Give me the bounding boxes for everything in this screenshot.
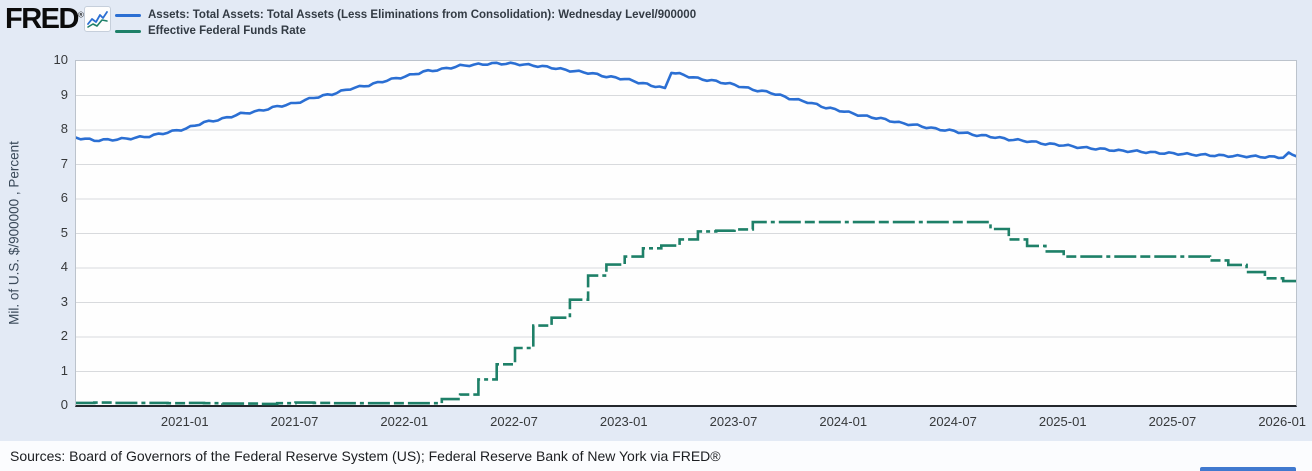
y-tick-label: 10 (53, 52, 68, 67)
plot-area[interactable] (75, 60, 1297, 407)
x-tick-label: 2021-01 (160, 414, 209, 429)
x-tick-label: 2024-01 (819, 414, 868, 429)
sources-text: Sources: Board of Governors of the Feder… (10, 448, 721, 464)
effr-line-series[interactable] (76, 220, 1296, 406)
x-tick-label: 2025-01 (1038, 414, 1087, 429)
partially-visible-corner-button[interactable] (1200, 467, 1296, 471)
x-tick-label: 2026-01 (1258, 414, 1307, 429)
x-tick-label: 2023-01 (599, 414, 648, 429)
effr-series-swatch-icon (115, 29, 141, 33)
x-tick-label: 2022-07 (490, 414, 538, 429)
x-tick-label: 2023-07 (709, 414, 758, 429)
registered-mark: ® (77, 10, 84, 20)
mini-line-chart-icon (84, 6, 111, 32)
x-tick-label: 2025-07 (1148, 414, 1197, 429)
y-tick-label: 1 (60, 362, 68, 378)
y-tick-label: 7 (60, 155, 68, 171)
y-tick-label: 2 (60, 328, 68, 343)
chart-svg (76, 61, 1296, 406)
y-tick-label: 6 (60, 190, 68, 205)
assets-line-series[interactable] (76, 61, 1296, 160)
y-tick-label: 8 (60, 121, 68, 136)
fred-logo[interactable]: FRED® (5, 3, 84, 35)
x-tick-label: 2024-07 (929, 414, 977, 429)
legend-label-assets: Assets: Total Assets: Total Assets (Less… (148, 9, 697, 21)
legend-item-assets: Assets: Total Assets: Total Assets (Less… (115, 7, 696, 23)
legend-item-effr: Effective Federal Funds Rate (115, 23, 696, 39)
assets-series-swatch-icon (115, 13, 141, 17)
footer: Sources: Board of Governors of the Feder… (0, 441, 1312, 471)
y-tick-label: 4 (60, 259, 68, 274)
y-tick-label: 5 (60, 224, 68, 240)
legend: Assets: Total Assets: Total Assets (Less… (115, 7, 696, 39)
legend-label-effr: Effective Federal Funds Rate (148, 25, 306, 37)
y-tick-label: 3 (60, 293, 68, 309)
y-axis-title: Mil. of U.S. $/900000 , Percent (6, 141, 22, 325)
y-tick-label: 9 (60, 86, 68, 102)
x-tick-label: 2021-07 (270, 414, 319, 429)
x-tick-label: 2022-01 (380, 414, 429, 429)
y-tick-label: 0 (60, 397, 68, 412)
